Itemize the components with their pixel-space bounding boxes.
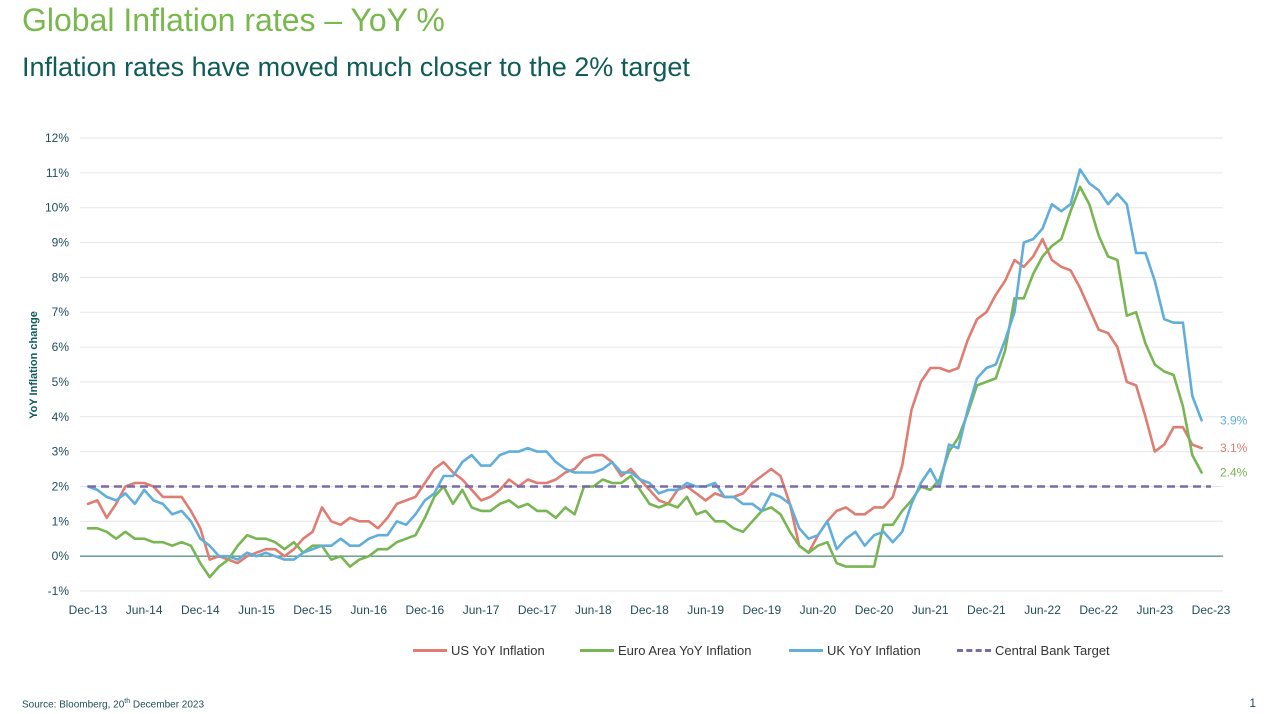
legend-item-euro[interactable]: Euro Area YoY Inflation — [580, 643, 751, 658]
legend-label-us: US YoY Inflation — [451, 643, 545, 658]
legend-label-target: Central Bank Target — [995, 643, 1110, 658]
y-tick-label: 10% — [45, 201, 69, 215]
end-label-uk: 3.9% — [1220, 413, 1248, 427]
end-labels: 3.1% 2.4% 3.9% — [1220, 413, 1248, 479]
page-subtitle: Inflation rates have moved much closer t… — [22, 52, 690, 82]
source-date: December 2023 — [130, 699, 205, 711]
legend-swatch-uk — [789, 649, 823, 652]
x-tick-label: Jun-16 — [350, 603, 387, 617]
x-tick-label: Dec-15 — [293, 603, 332, 617]
x-tick-label: Dec-17 — [518, 603, 557, 617]
y-tick-label: 11% — [46, 166, 69, 180]
x-axis-ticks: Dec-13 Jun-14 Dec-14 Jun-15 Dec-15 Jun-16 Dec-… — [69, 603, 1231, 617]
x-tick-label: Jun-18 — [575, 603, 612, 617]
legend-swatch-euro — [580, 649, 614, 652]
x-tick-label: Dec-23 — [1192, 603, 1231, 617]
legend-label-euro: Euro Area YoY Inflation — [618, 643, 752, 658]
source-note: Source: Bloomberg, 20th December 2023 — [22, 698, 204, 710]
y-tick-label: 8% — [52, 270, 70, 284]
y-tick-label: 6% — [52, 340, 70, 354]
series-line-uk — [86, 168, 1203, 561]
x-tick-label: Dec-21 — [967, 603, 1006, 617]
x-tick-label: Dec-16 — [406, 603, 445, 617]
y-tick-label: 5% — [52, 375, 70, 389]
end-label-euro: 2.4% — [1220, 466, 1248, 480]
gridlines — [80, 137, 1223, 592]
legend-item-target[interactable]: Central Bank Target — [957, 643, 1110, 658]
series-lines — [86, 168, 1211, 579]
y-tick-label: 7% — [52, 305, 70, 319]
x-tick-label: Dec-22 — [1079, 603, 1118, 617]
page-title: Global Inflation rates – YoY % — [22, 2, 445, 38]
x-tick-label: Dec-14 — [181, 603, 220, 617]
x-tick-label: Dec-20 — [855, 603, 894, 617]
x-tick-label: Jun-14 — [126, 603, 163, 617]
x-tick-label: Jun-20 — [800, 603, 837, 617]
chart-legend: US YoY Inflation Euro Area YoY Inflation… — [0, 643, 1280, 663]
legend-label-uk: UK YoY Inflation — [827, 643, 921, 658]
x-tick-label: Dec-19 — [742, 603, 781, 617]
x-tick-label: Jun-23 — [1136, 603, 1173, 617]
y-tick-label: 4% — [52, 410, 70, 424]
y-tick-label: 9% — [52, 236, 70, 250]
x-tick-label: Jun-15 — [238, 603, 275, 617]
x-tick-label: Dec-13 — [69, 603, 108, 617]
y-tick-label: 12% — [45, 131, 69, 145]
x-tick-label: Jun-19 — [687, 603, 724, 617]
x-tick-label: Dec-18 — [630, 603, 669, 617]
series-line-us — [86, 237, 1203, 565]
legend-swatch-us — [413, 649, 447, 652]
y-tick-label: 1% — [52, 514, 70, 528]
source-superscript: th — [124, 698, 131, 705]
y-tick-label: 3% — [52, 445, 70, 459]
legend-swatch-target — [957, 649, 991, 652]
x-tick-label: Jun-22 — [1024, 603, 1061, 617]
legend-item-uk[interactable]: UK YoY Inflation — [789, 643, 921, 658]
legend-item-us[interactable]: US YoY Inflation — [413, 643, 545, 658]
y-axis-ticks: -1% 0% 1% 2% 3% 4% 5% 6% 7% 8% 9% 10% 11% 12% — [45, 131, 69, 598]
end-label-us: 3.1% — [1220, 441, 1248, 455]
y-tick-label: -1% — [48, 584, 70, 598]
x-tick-label: Jun-21 — [912, 603, 949, 617]
source-text: Source: Bloomberg, 20 — [22, 699, 125, 711]
x-tick-label: Jun-17 — [463, 603, 500, 617]
y-tick-label: 0% — [52, 549, 70, 563]
page-number: 1 — [1249, 696, 1256, 710]
y-tick-label: 2% — [52, 479, 70, 493]
